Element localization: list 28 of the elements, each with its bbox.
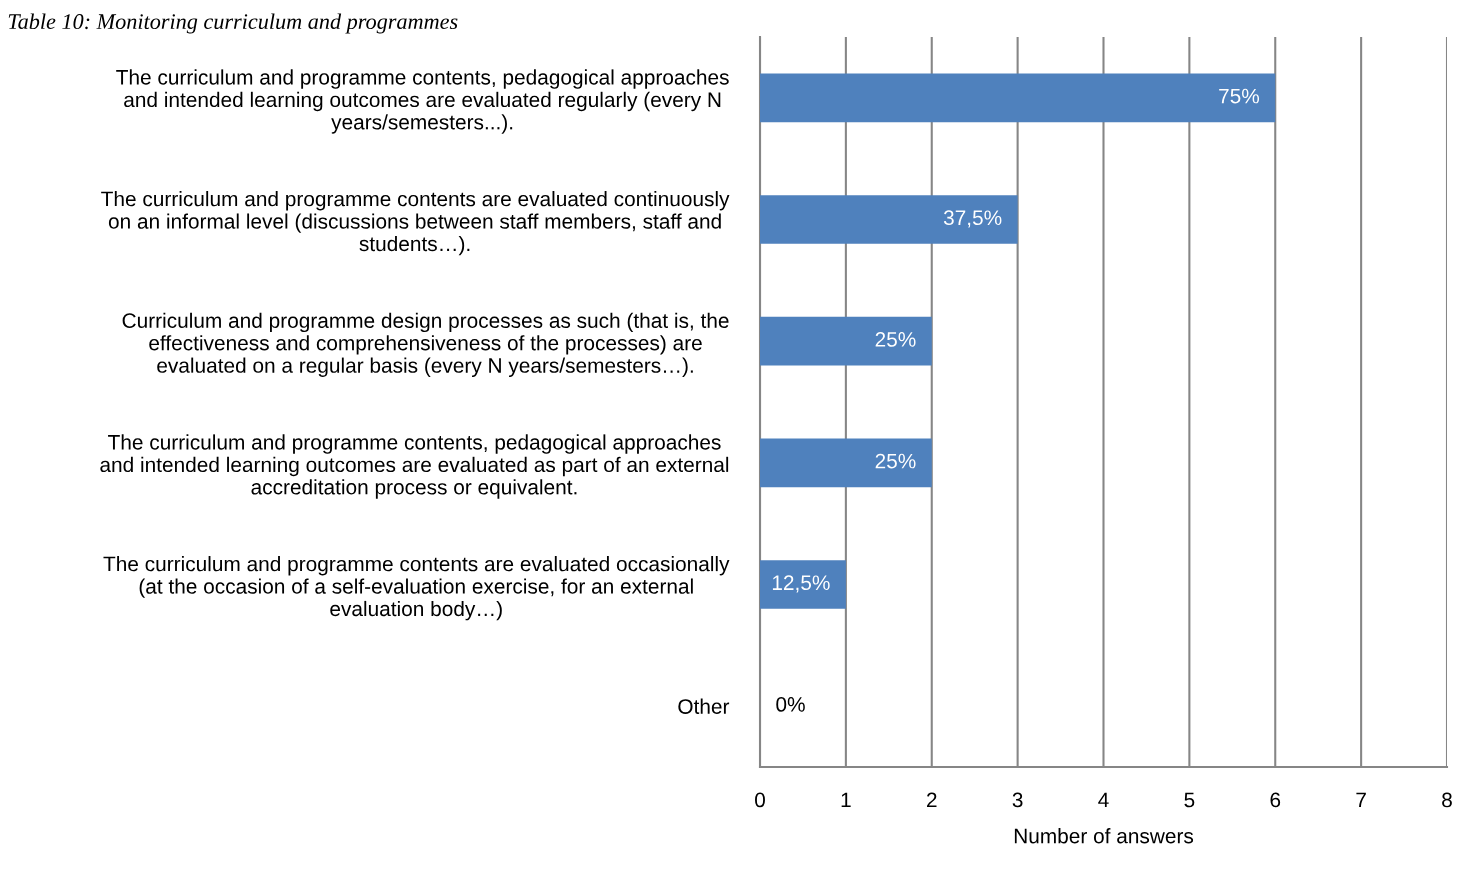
- y-tick-label: The curriculum and programme contents are evaluated continuously on an informal level (discussions between staff members, staff and students…).: [101, 191, 730, 256]
- x-tick-label: 6: [1270, 792, 1281, 808]
- bar: [760, 560, 846, 609]
- bar: [760, 73, 1276, 123]
- y-tick-label: The curriculum and programme contents, pedagogical approaches and intended learning outcomes are evaluated regularly (every N years/semesters...).: [116, 69, 729, 134]
- x-tick-label: 4: [1098, 792, 1109, 808]
- x-tick-label: 7: [1356, 792, 1366, 808]
- bar: [760, 316, 932, 366]
- y-tick-label: Other: [678, 698, 730, 714]
- y-tick-label: The curriculum and programme contents, pedagogical approaches and intended learning outcomes are evaluated as part of an external accreditation process or equivalent.: [100, 434, 729, 499]
- annotation: 37,5%: [943, 210, 1002, 228]
- annotation: 0%: [776, 697, 805, 712]
- annotation: 25%: [875, 453, 916, 469]
- x-axis-title: Number of answers: [1014, 828, 1194, 844]
- annotation: 75%: [1219, 88, 1260, 104]
- x-tick-label: 0: [755, 792, 765, 808]
- bar: [760, 195, 1018, 244]
- annotation: 12,5%: [772, 575, 830, 593]
- annotation: 25%: [875, 332, 916, 347]
- bar: [760, 438, 932, 488]
- y-tick-label: The curriculum and programme contents are evaluated occasionally (at the occasion of a self-evaluation exercise, for an external evaluation body…): [103, 556, 730, 621]
- x-tick-label: 8: [1442, 792, 1452, 808]
- text: Table 10: Monitoring curriculum and programmes: [8, 13, 458, 34]
- x-tick-label: 1: [841, 792, 851, 808]
- x-tick-label: 2: [927, 792, 937, 808]
- y-tick-label: Curriculum and programme design processes as such (that is, the effectiveness and comprehensiveness of the processes) are evaluated on a regular basis (every N years/semesters…).: [122, 312, 729, 377]
- x-tick-label: 5: [1184, 792, 1195, 808]
- x-tick-label: 3: [1012, 792, 1023, 808]
